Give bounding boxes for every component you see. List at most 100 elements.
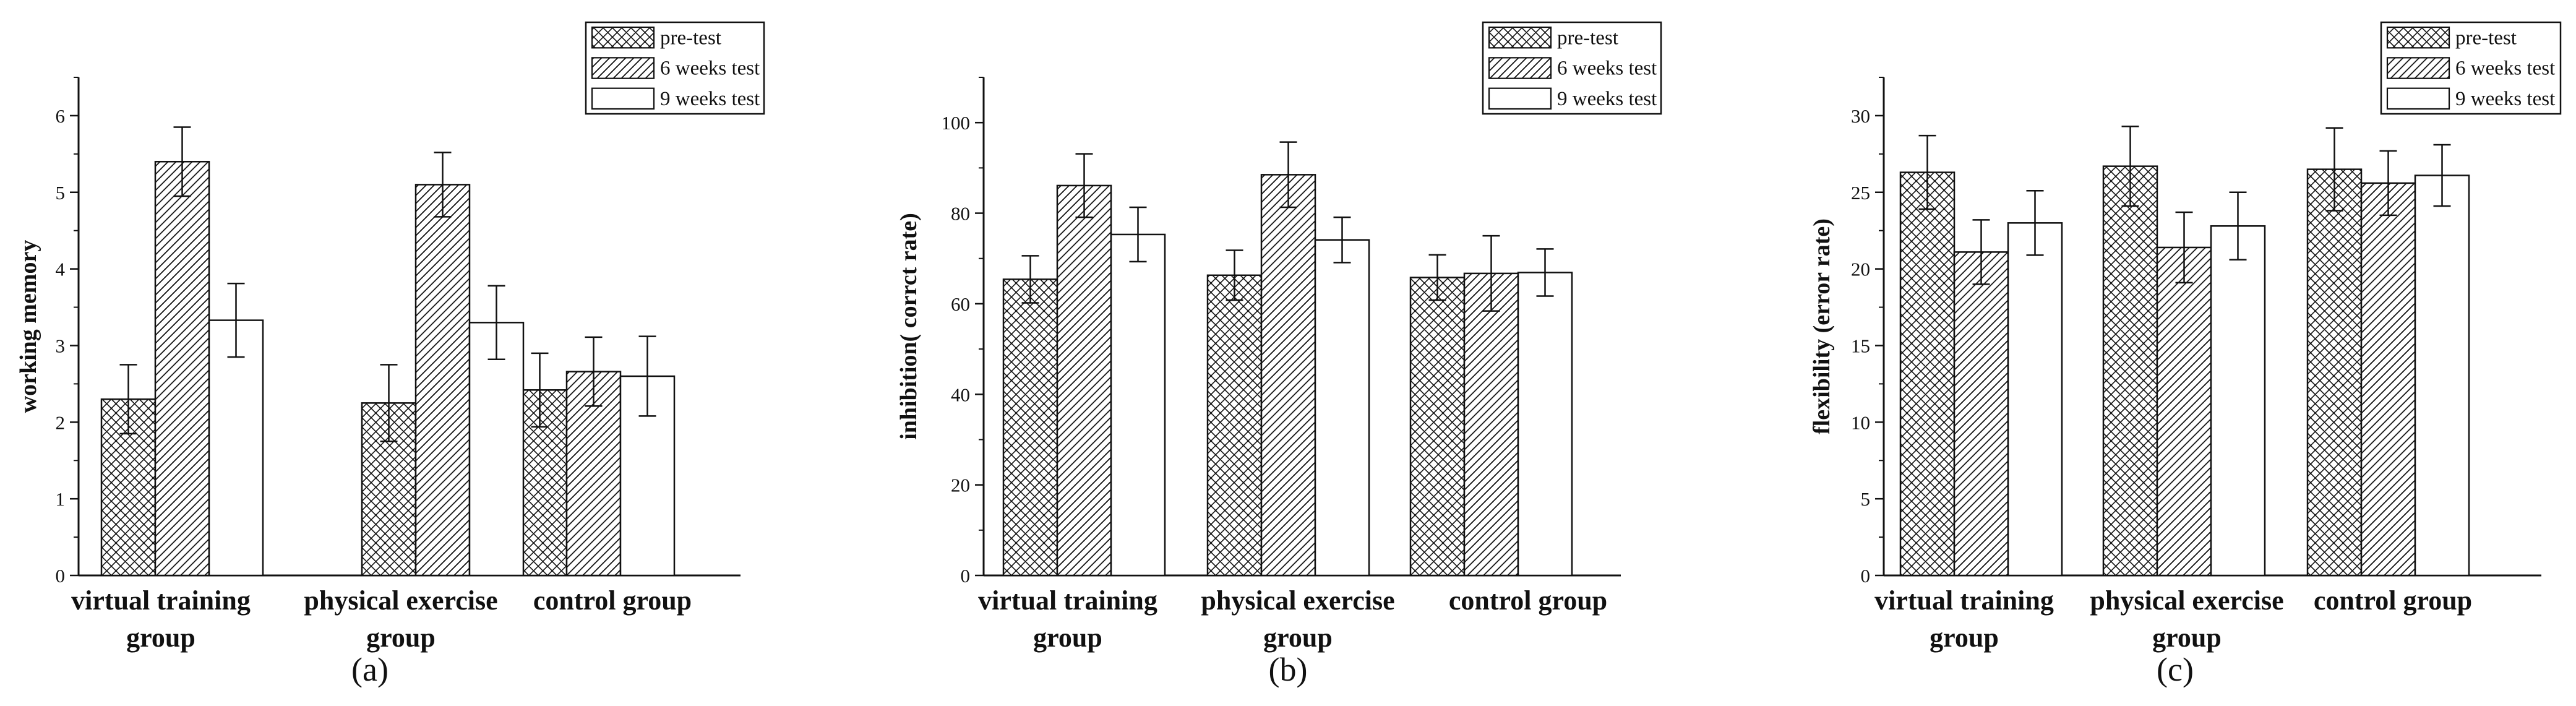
y-tick-label: 5 — [56, 182, 66, 204]
bar-diagonal-3 — [2360, 182, 2416, 577]
bar-crosshatch-3 — [2306, 168, 2363, 577]
category-label: group — [126, 622, 195, 653]
error-bar — [227, 282, 245, 358]
bar-diagonal-1 — [1056, 184, 1112, 577]
error-bar — [487, 285, 505, 361]
legend-swatch-diagonal — [2386, 57, 2450, 79]
error-bar — [531, 352, 549, 428]
y-tick-label: 1 — [56, 488, 66, 510]
error-bar — [2325, 127, 2343, 212]
error-bar — [2379, 150, 2397, 217]
bar-crosshatch-3 — [1409, 277, 1466, 577]
category-label: virtual training — [1874, 585, 2054, 616]
category-label: group — [366, 622, 436, 653]
legend-label: 9 weeks test — [2455, 88, 2555, 110]
error-bar — [173, 126, 191, 197]
legend-label: 6 weeks test — [660, 58, 760, 80]
error-bar — [1129, 206, 1147, 263]
error-bar — [2433, 144, 2451, 207]
y-tick-label: 0 — [961, 565, 971, 587]
error-bar — [2175, 211, 2193, 284]
error-bar — [2026, 190, 2044, 256]
error-bar — [1536, 248, 1554, 297]
y-tick-label: 60 — [951, 293, 970, 315]
bar-plain-1 — [1110, 233, 1166, 577]
legend-swatch-diagonal — [1488, 57, 1552, 79]
y-tick-label: 20 — [1851, 259, 1870, 280]
category-label: control group — [2314, 585, 2472, 616]
y-tick-label: 5 — [1861, 488, 1871, 510]
error-bar — [1021, 255, 1039, 304]
legend-label: 6 weeks test — [2455, 58, 2555, 80]
bar-plain-3 — [1517, 272, 1573, 577]
error-bar — [2229, 191, 2247, 261]
legend-swatch-plain — [2386, 87, 2450, 110]
bar-diagonal-2 — [1260, 174, 1316, 577]
bar-diagonal-3 — [1463, 272, 1519, 577]
legend: pre-test 6 weeks test 9 weeks test — [585, 21, 765, 115]
bar-plain-1 — [208, 319, 264, 577]
error-bar — [1972, 219, 1990, 285]
error-bar — [119, 364, 137, 435]
y-tick-label: 6 — [56, 105, 66, 127]
y-tick-label: 0 — [1861, 565, 1871, 587]
legend-label: 9 weeks test — [1557, 88, 1657, 110]
legend-label: pre-test — [2455, 27, 2517, 49]
bar-crosshatch-2 — [2102, 165, 2158, 577]
error-bar — [638, 335, 656, 417]
y-tick-label: 100 — [942, 112, 971, 134]
y-tick-label: 10 — [1851, 411, 1870, 433]
legend-swatch-plain — [1488, 87, 1552, 110]
error-bar — [1333, 216, 1351, 264]
y-tick-label: 0 — [56, 565, 66, 587]
y-axis-title: working memory — [15, 240, 41, 413]
panel-label: (c) — [2157, 651, 2194, 688]
legend: pre-test 6 weeks test 9 weeks test — [1482, 21, 1662, 115]
error-bar — [380, 364, 398, 442]
y-tick-label: 4 — [56, 259, 66, 280]
panel-label: (a) — [351, 651, 389, 688]
chart-panel-1: 0 1 2 3 4 5 6 working memory virtual training gro… — [15, 21, 765, 688]
error-bar — [585, 336, 603, 407]
category-label: physical exercise — [304, 585, 497, 616]
bar-plain-2 — [1314, 239, 1370, 577]
legend-label: pre-test — [660, 27, 721, 49]
bar-diagonal-1 — [1953, 251, 2009, 577]
y-axis-title: flexibility (error rate) — [1809, 218, 1835, 434]
category-label: group — [1263, 622, 1333, 653]
y-tick-label: 80 — [951, 203, 970, 225]
error-bar — [1075, 153, 1093, 218]
category-label: virtual training — [978, 585, 1157, 616]
bar-plain-2 — [468, 322, 525, 577]
error-bar — [1226, 249, 1243, 301]
bar-crosshatch-1 — [1002, 278, 1058, 577]
chart-panel-2: 0 20 40 60 80 100 inhibition( corrct rate) virt… — [896, 21, 1662, 688]
y-tick-label: 25 — [1851, 182, 1870, 204]
panel-label: (b) — [1269, 651, 1308, 688]
category-label: group — [2152, 622, 2222, 653]
legend-swatch-crosshatch — [2386, 26, 2450, 49]
legend-label: pre-test — [1557, 27, 1618, 49]
bar-plain-3 — [2414, 174, 2470, 577]
legend-swatch-crosshatch — [591, 26, 655, 49]
legend-label: 6 weeks test — [1557, 58, 1657, 80]
legend-swatch-crosshatch — [1488, 26, 1552, 49]
y-tick-label: 20 — [951, 475, 970, 496]
y-tick-label: 3 — [56, 335, 66, 356]
legend-label: 9 weeks test — [660, 88, 760, 110]
y-tick-label: 15 — [1851, 335, 1870, 356]
bar-diagonal-2 — [414, 184, 471, 577]
bar-crosshatch-1 — [100, 398, 157, 577]
error-bar — [1428, 254, 1446, 301]
legend-swatch-plain — [591, 87, 655, 110]
error-bar — [1279, 141, 1297, 209]
y-tick-label: 40 — [951, 384, 970, 405]
legend-swatch-diagonal — [591, 57, 655, 79]
error-bar — [1918, 134, 1936, 210]
chart-panel-3: 0 5 10 15 20 25 30 flexibility (error rate) virt… — [1809, 21, 2562, 688]
bar-crosshatch-2 — [1206, 274, 1263, 577]
category-label: control group — [1449, 585, 1607, 616]
error-bar — [2121, 126, 2139, 207]
category-label: group — [1033, 622, 1102, 653]
